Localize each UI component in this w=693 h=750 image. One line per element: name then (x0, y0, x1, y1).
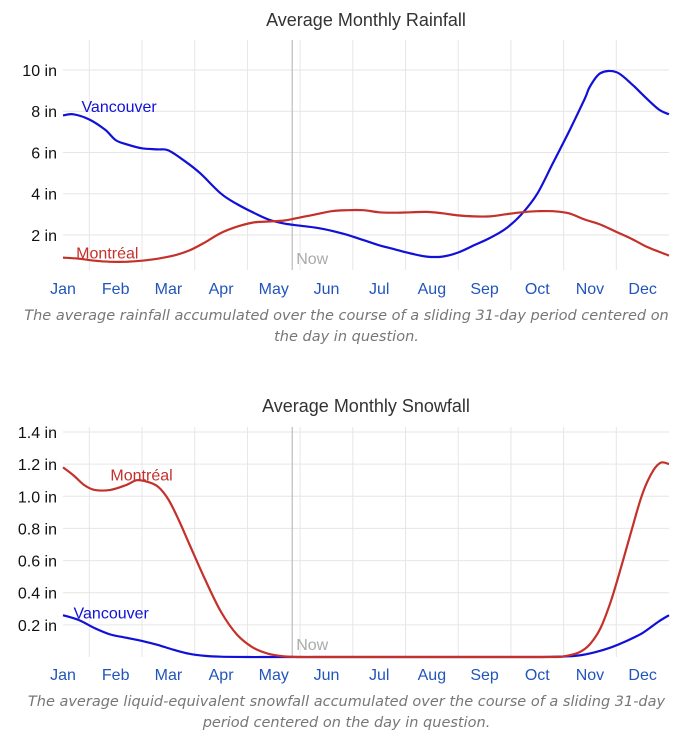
x-tick-label: Jul (369, 281, 389, 298)
x-tick-label: Jun (314, 281, 340, 298)
x-tick-label: May (259, 667, 289, 684)
rainfall-y-axis: 2 in 4 in 6 in 8 in 10 in (22, 63, 57, 245)
snowfall-grid (63, 427, 669, 657)
snowfall-now-label: Now (296, 637, 328, 654)
x-tick-label: Nov (576, 281, 604, 298)
x-tick-label: Mar (155, 281, 183, 298)
y-tick-label: 0.2 in (18, 618, 57, 635)
montreal-label: Montréal (110, 467, 172, 484)
y-tick-label: 8 in (31, 104, 57, 121)
x-tick-label: Jan (50, 281, 76, 298)
vancouver-line (62, 69, 670, 259)
rainfall-x-axis: Jan Feb Mar Apr May Jun Jul Aug Sep Oct Nov Dec (50, 281, 657, 298)
rainfall-chart: Average Monthly Rainfall 2 in 4 in 6 in 8 i… (22, 10, 670, 298)
x-tick-label: Oct (525, 281, 550, 298)
rainfall-now-label: Now (296, 251, 328, 268)
y-tick-label: 2 in (31, 228, 57, 245)
y-tick-label: 10 in (22, 63, 57, 80)
snowfall-title: Average Monthly Snowfall (262, 396, 470, 416)
x-tick-label: Apr (209, 281, 235, 298)
x-tick-label: Mar (155, 667, 183, 684)
snowfall-series-labels: Vancouver Montréal (74, 467, 173, 622)
vancouver-label: Vancouver (81, 99, 157, 116)
rainfall-series-lines (62, 69, 670, 263)
snowfall-chart: Average Monthly Snowfall 0.2 in 0.4 in 0.6… (18, 396, 670, 684)
y-tick-label: 0.6 in (18, 554, 57, 571)
rainfall-title: Average Monthly Rainfall (266, 10, 466, 30)
x-tick-label: Jun (314, 667, 340, 684)
x-tick-label: Sep (470, 281, 499, 298)
x-tick-label: Jan (50, 667, 76, 684)
snowfall-caption: The average liquid-equivalent snowfall a… (27, 694, 666, 731)
y-tick-label: 1.4 in (18, 425, 57, 442)
y-tick-label: 0.4 in (18, 586, 57, 603)
x-tick-label: Dec (628, 667, 656, 684)
x-tick-label: Feb (102, 667, 130, 684)
y-tick-label: 6 in (31, 145, 57, 162)
x-tick-label: Apr (209, 667, 235, 684)
y-tick-label: 1.0 in (18, 489, 57, 506)
y-tick-label: 1.2 in (18, 457, 57, 474)
y-tick-label: 0.8 in (18, 521, 57, 538)
x-tick-label: Oct (525, 667, 550, 684)
montreal-line (62, 461, 670, 659)
x-tick-label: Feb (102, 281, 130, 298)
x-tick-label: Nov (576, 667, 604, 684)
x-tick-label: Sep (470, 667, 499, 684)
rainfall-grid (63, 40, 669, 270)
y-tick-label: 4 in (31, 187, 57, 204)
rainfall-series-labels: Vancouver Montréal (76, 99, 157, 262)
x-tick-label: May (259, 281, 289, 298)
vancouver-line (62, 614, 670, 659)
rainfall-caption: The average rainfall accumulated over th… (24, 308, 669, 345)
x-tick-label: Aug (418, 667, 446, 684)
snowfall-y-axis: 0.2 in 0.4 in 0.6 in 0.8 in 1.0 in 1.2 in 1.4 … (18, 425, 57, 635)
vancouver-label: Vancouver (74, 606, 150, 623)
x-tick-label: Dec (628, 281, 656, 298)
x-tick-label: Aug (418, 281, 446, 298)
montreal-line (62, 208, 670, 263)
x-tick-label: Jul (369, 667, 389, 684)
montreal-label: Montréal (76, 246, 138, 263)
snowfall-x-axis: Jan Feb Mar Apr May Jun Jul Aug Sep Oct Nov Dec (50, 667, 657, 684)
snowfall-series-lines (62, 461, 670, 659)
